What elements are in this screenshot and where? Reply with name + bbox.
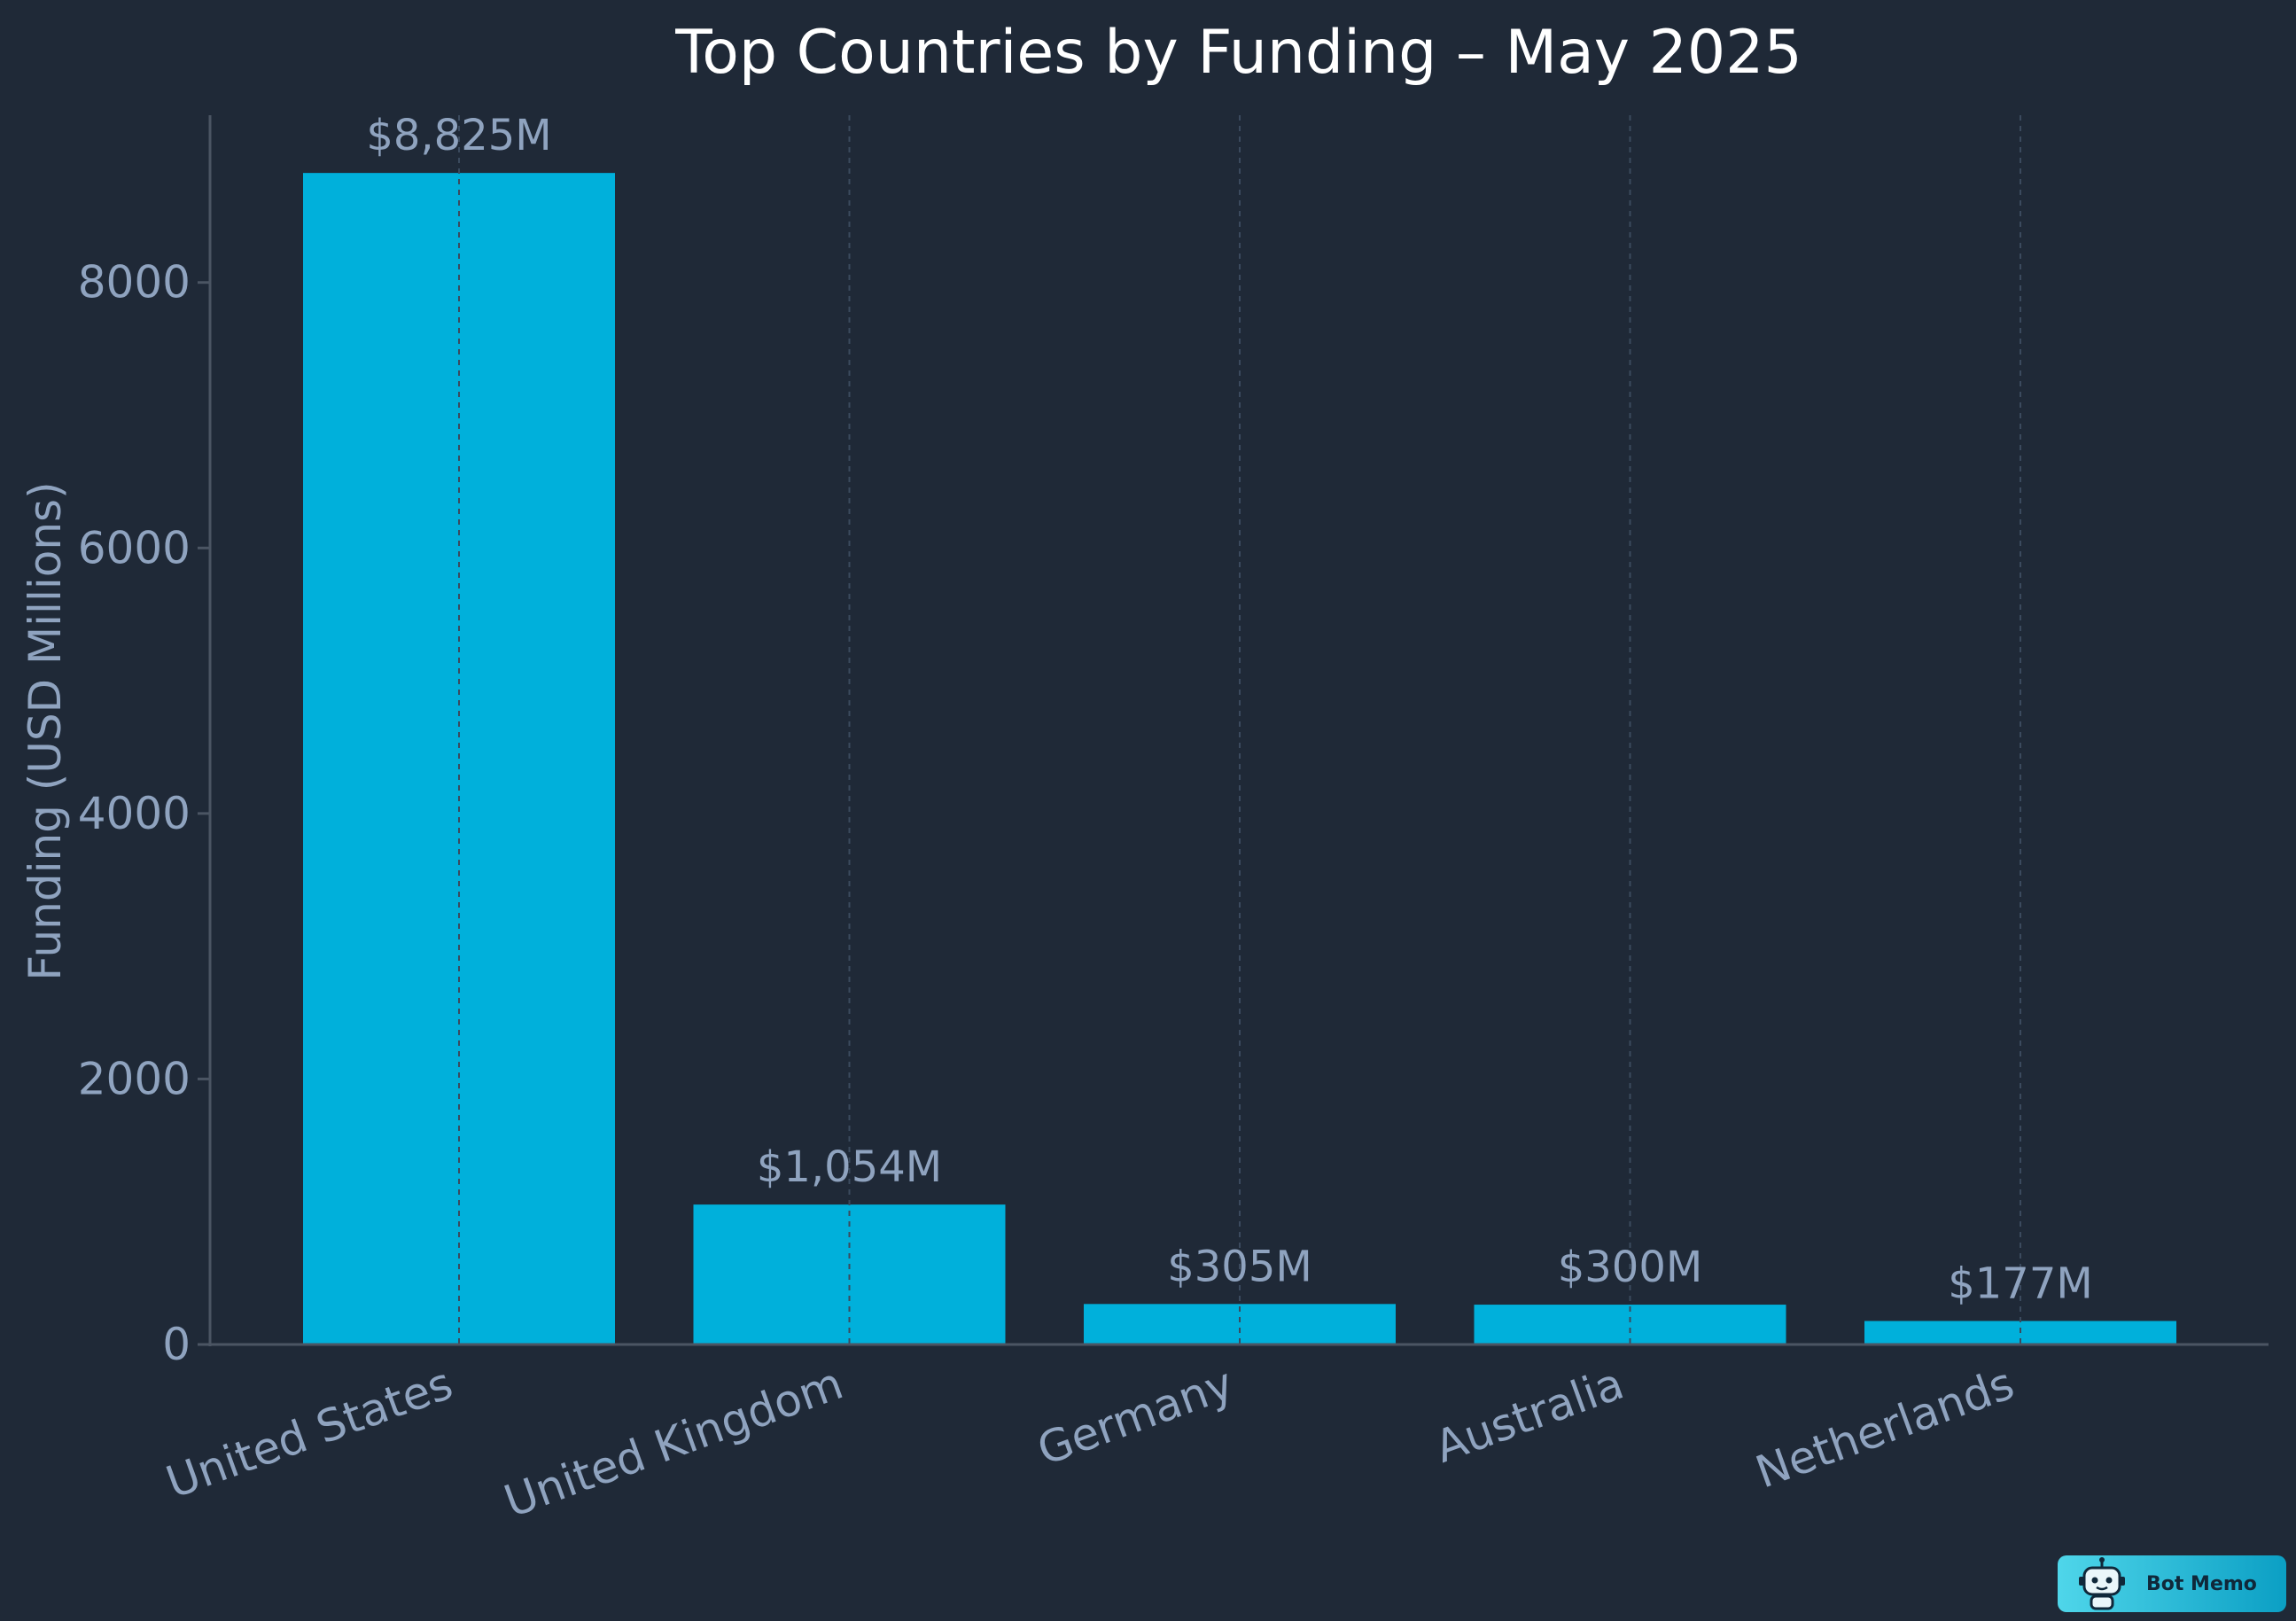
x-tick-label: Germany: [1031, 1358, 1240, 1476]
y-tick-label: 6000: [78, 522, 191, 573]
x-tick-label: United States: [160, 1358, 459, 1508]
y-tick-label: 0: [162, 1319, 191, 1370]
y-tick-label: 2000: [78, 1053, 191, 1104]
grid-layer: [458, 115, 2021, 1344]
x-tick-label: Australia: [1428, 1358, 1631, 1473]
bot-memo-badge[interactable]: Bot Memo: [2058, 1555, 2286, 1612]
y-tick-label: 4000: [78, 788, 191, 839]
data-label: $305M: [1167, 1242, 1312, 1291]
y-tick-label: 8000: [78, 257, 191, 308]
data-label: $300M: [1558, 1243, 1703, 1292]
y-axis-label: Funding (USD Millions): [19, 481, 71, 980]
badge-label: Bot Memo: [2146, 1572, 2257, 1595]
chart-title: Top Countries by Funding – May 2025: [674, 18, 1802, 88]
x-tick-label: Netherlands: [1749, 1358, 2020, 1499]
data-label: $8,825M: [366, 111, 551, 160]
data-label: $1,054M: [757, 1142, 942, 1192]
axes-layer: [198, 115, 2269, 1346]
data-label: $177M: [1948, 1259, 2093, 1308]
x-tick-label: United Kingdom: [498, 1358, 850, 1528]
robot-icon: [2079, 1557, 2125, 1610]
